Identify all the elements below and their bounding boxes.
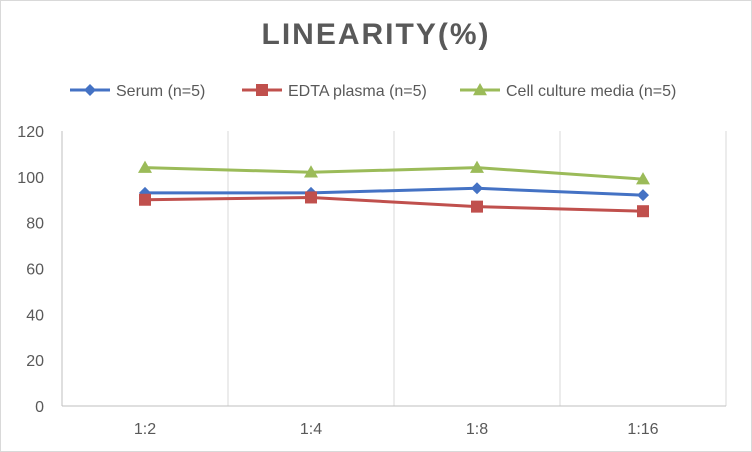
data-point [139, 193, 151, 206]
legend-marker [84, 84, 96, 96]
series-line [144, 166, 644, 181]
legend-item: Serum (n=5) [70, 83, 205, 100]
legend-marker [256, 84, 268, 96]
y-tick-label: 120 [17, 124, 44, 141]
data-point [636, 172, 650, 185]
x-tick-label: 1:16 [627, 421, 658, 438]
series-lines [138, 160, 650, 218]
y-tick-label: 20 [26, 353, 44, 370]
legend: Serum (n=5) EDTA plasma (n=5) Cell culture… [70, 83, 676, 100]
y-tick-label: 80 [26, 216, 44, 233]
legend-label: Cell culture media (n=5) [506, 83, 676, 100]
data-point [305, 191, 317, 204]
data-point [304, 165, 318, 178]
y-tick-label: 60 [26, 262, 44, 279]
data-point [471, 182, 483, 195]
axes: 0 20 40 60 80 100 120 1:2 1:4 1:8 1:16 [17, 124, 726, 438]
x-tick-label: 1:4 [300, 421, 322, 438]
legend-item: EDTA plasma (n=5) [242, 83, 427, 100]
chart-title: LINEARITY(%) [261, 18, 491, 51]
y-tick-label: 40 [26, 307, 44, 324]
data-point [138, 160, 152, 173]
series-line [145, 186, 644, 197]
legend-item: Cell culture media (n=5) [460, 83, 676, 100]
series-edta-plasma-n-5 [139, 191, 649, 218]
legend-marker [473, 83, 487, 96]
data-point [637, 205, 649, 218]
grid-lines [227, 131, 727, 406]
x-tick-label: 1:8 [466, 421, 488, 438]
y-tick-label: 0 [35, 399, 44, 416]
y-tick-label: 100 [17, 170, 44, 187]
x-tick-label: 1:2 [134, 421, 156, 438]
data-point [637, 189, 649, 202]
legend-label: Serum (n=5) [116, 83, 205, 100]
legend-label: EDTA plasma (n=5) [288, 83, 427, 100]
data-point [471, 200, 483, 213]
data-point [470, 160, 484, 173]
series-cell-culture-media-n-5 [138, 160, 650, 185]
series-line [144, 195, 644, 213]
